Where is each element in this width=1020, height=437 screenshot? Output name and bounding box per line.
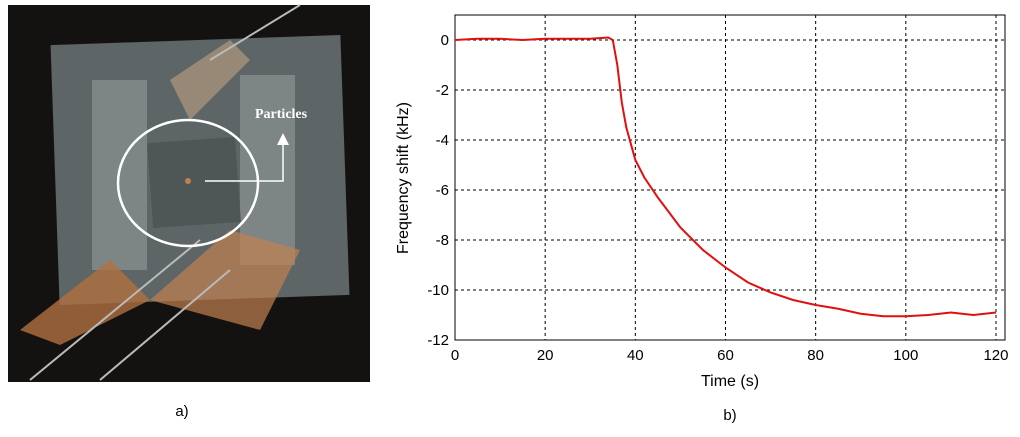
x-tick-label: 60 (717, 347, 734, 364)
plot-frame (454, 14, 1006, 341)
caption: b) (723, 407, 736, 424)
y-tick-label: 0 (441, 32, 449, 49)
y-tick-label: -8 (436, 232, 449, 249)
y-tick-label: -10 (427, 282, 449, 299)
data-line (454, 36, 997, 318)
x-tick-label: 100 (893, 347, 918, 364)
x-tick-label: 40 (627, 347, 644, 364)
x-tick-label: 20 (537, 347, 554, 364)
y-tick-label: -12 (427, 332, 449, 349)
photo: Particles (8, 4, 370, 382)
y-tick-label: -6 (436, 182, 449, 199)
x-axis-label: Time (s) (701, 373, 759, 390)
caption: a) (175, 403, 188, 420)
y-tick-label: -4 (436, 132, 449, 149)
x-tick-label: 80 (807, 347, 824, 364)
x-tick-label: 0 (451, 347, 459, 364)
photo-annotation: Particles (255, 107, 308, 122)
y-axis-label: Frequency shift (kHz) (395, 102, 412, 254)
x-tick-label: 120 (983, 347, 1008, 364)
y-tick-label: -2 (436, 82, 449, 99)
